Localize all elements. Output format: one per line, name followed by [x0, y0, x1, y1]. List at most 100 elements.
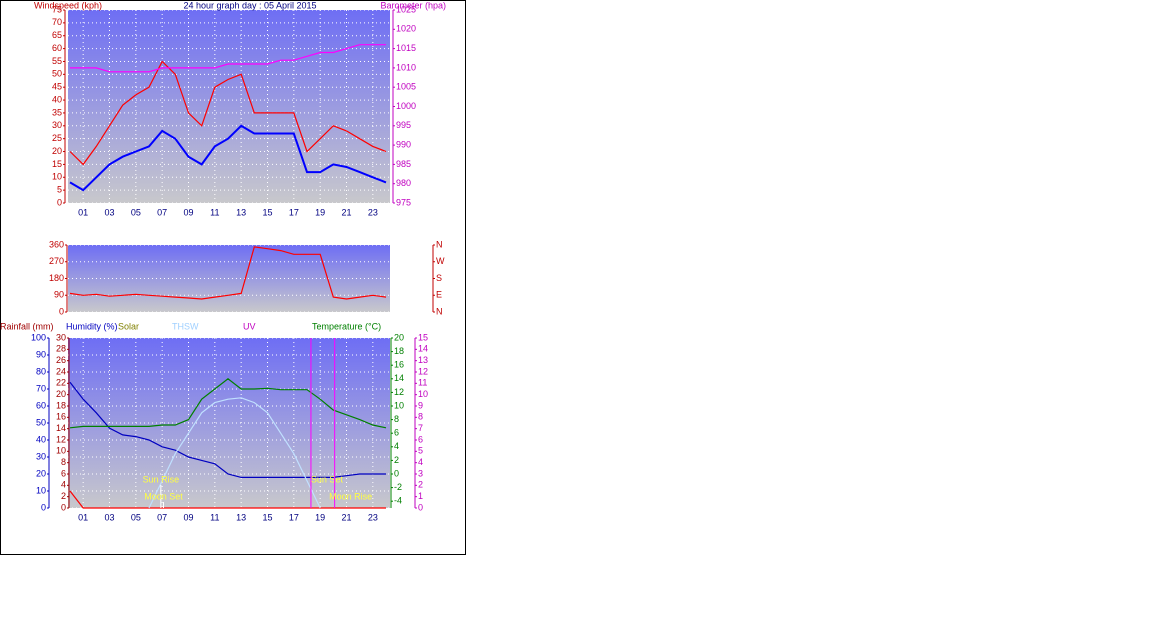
y-tick-label: W — [436, 256, 445, 266]
y-tick-label: 16 — [394, 360, 404, 370]
series-line — [148, 397, 321, 509]
y-tick-label: 20 — [394, 332, 404, 342]
x-tick-label: 19 — [315, 512, 325, 522]
y-tick-label: 22 — [56, 378, 66, 388]
y-tick-label: 1020 — [396, 24, 416, 34]
x-tick-label: 13 — [236, 207, 246, 217]
x-tick-label: 21 — [341, 512, 351, 522]
y-tick-label: 8 — [61, 457, 66, 467]
y-tick-label: 10 — [52, 172, 62, 182]
y-tick-label: 270 — [49, 256, 64, 266]
x-tick-label: 05 — [131, 512, 141, 522]
y-tick-label: 50 — [52, 69, 62, 79]
y-tick-label: 975 — [396, 197, 411, 207]
x-tick-label: 23 — [368, 207, 378, 217]
y-tick-label: 1015 — [396, 43, 416, 53]
plot-area — [68, 10, 390, 203]
y-tick-label: 10 — [56, 446, 66, 456]
y-tick-label: 1005 — [396, 82, 416, 92]
axis-title: Barometer (hpa) — [380, 0, 446, 10]
y-tick-label: 1000 — [396, 101, 416, 111]
y-tick-label: 4 — [61, 480, 66, 490]
y-tick-label: 90 — [54, 290, 64, 300]
x-tick-label: 17 — [289, 207, 299, 217]
y-tick-label: 6 — [418, 434, 423, 444]
y-tick-label: 1025 — [396, 4, 416, 14]
y-tick-label: 14 — [418, 344, 428, 354]
x-tick-label: 05 — [131, 207, 141, 217]
y-tick-label: 60 — [52, 43, 62, 53]
legend-entry: Rainfall (mm) — [0, 321, 54, 331]
series-line — [69, 378, 387, 429]
y-tick-label: 0 — [59, 306, 64, 316]
x-tick-label: 17 — [289, 512, 299, 522]
annotation: Sun Set — [311, 474, 344, 484]
y-tick-label: 0 — [418, 502, 423, 512]
y-tick-label: 0 — [61, 502, 66, 512]
y-tick-label: 2 — [418, 480, 423, 490]
legend-entry: Solar — [118, 321, 139, 331]
y-tick-label: 360 — [49, 239, 64, 249]
x-tick-label: 03 — [104, 207, 114, 217]
y-tick-label: 11 — [418, 378, 427, 388]
x-tick-label: 15 — [262, 207, 272, 217]
series-line — [69, 490, 386, 509]
annotation: Moon Rise — [329, 491, 372, 501]
y-tick-label: E — [436, 290, 442, 300]
y-tick-label: 14 — [56, 423, 66, 433]
y-tick-label: 7 — [418, 423, 423, 433]
y-tick-label: 50 — [36, 417, 46, 427]
y-tick-label: 55 — [52, 56, 62, 66]
y-tick-label: 30 — [52, 120, 62, 130]
y-tick-label: 26 — [56, 355, 66, 365]
x-tick-label: 09 — [183, 207, 193, 217]
y-tick-label: 18 — [394, 346, 404, 356]
y-tick-label: 0 — [57, 197, 62, 207]
y-tick-label: 0 — [41, 502, 46, 512]
y-tick-label: 20 — [52, 146, 62, 156]
x-tick-label: 07 — [157, 512, 167, 522]
y-tick-label: 15 — [418, 332, 428, 342]
y-tick-label: 1 — [418, 491, 423, 501]
y-tick-label: 65 — [52, 30, 62, 40]
legend-entry: Humidity (%) — [66, 321, 118, 331]
y-tick-label: 10 — [418, 389, 428, 399]
series-line — [69, 246, 387, 300]
y-tick-label: 45 — [52, 82, 62, 92]
x-tick-label: 15 — [262, 512, 272, 522]
y-tick-label: 6 — [61, 468, 66, 478]
y-tick-label: 20 — [36, 468, 46, 478]
legend-entry: UV — [243, 321, 256, 331]
y-tick-label: 18 — [56, 400, 66, 410]
y-tick-label: 70 — [52, 17, 62, 27]
x-tick-label: 11 — [210, 512, 219, 522]
y-tick-label: 60 — [36, 400, 46, 410]
x-tick-label: 19 — [315, 207, 325, 217]
y-tick-label: N — [436, 239, 443, 249]
x-tick-label: 13 — [236, 512, 246, 522]
y-tick-label: 70 — [36, 383, 46, 393]
y-tick-label: 10 — [394, 400, 404, 410]
annotation: Sun Rise — [143, 474, 180, 484]
x-tick-label: 01 — [78, 512, 88, 522]
y-tick-label: 2 — [61, 491, 66, 501]
x-tick-label: 09 — [183, 512, 193, 522]
y-tick-label: 5 — [418, 446, 423, 456]
x-tick-label: 07 — [157, 207, 167, 217]
y-tick-label: 90 — [36, 349, 46, 359]
y-tick-label: 35 — [52, 107, 62, 117]
y-tick-label: 4 — [394, 441, 399, 451]
y-tick-label: 15 — [52, 159, 62, 169]
y-tick-label: 24 — [56, 366, 66, 376]
y-tick-label: S — [436, 273, 442, 283]
y-tick-label: 4 — [418, 457, 423, 467]
y-tick-label: 8 — [418, 412, 423, 422]
y-tick-label: 80 — [36, 366, 46, 376]
y-tick-label: 100 — [31, 332, 46, 342]
series-line — [70, 44, 386, 73]
y-tick-label: 5 — [57, 185, 62, 195]
y-tick-label: 995 — [396, 120, 411, 130]
y-tick-label: 9 — [418, 400, 423, 410]
